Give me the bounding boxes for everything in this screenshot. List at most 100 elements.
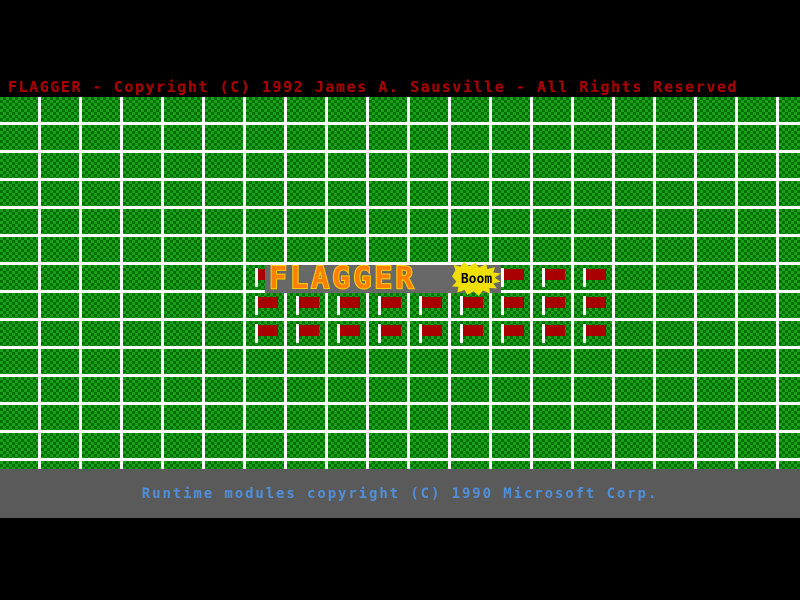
tile-covered[interactable] xyxy=(205,97,243,122)
tile-covered[interactable] xyxy=(451,349,489,374)
tile-covered[interactable] xyxy=(738,293,776,318)
tile-covered[interactable] xyxy=(779,433,800,458)
tile-covered[interactable] xyxy=(41,321,79,346)
tile-covered[interactable] xyxy=(779,349,800,374)
tile-covered[interactable] xyxy=(615,349,653,374)
tile-covered[interactable] xyxy=(738,181,776,206)
tile-covered[interactable] xyxy=(410,97,448,122)
tile-covered[interactable] xyxy=(164,237,202,262)
tile-covered[interactable] xyxy=(574,97,612,122)
tile-covered[interactable] xyxy=(697,153,735,178)
tile-covered[interactable] xyxy=(615,265,653,290)
tile-covered[interactable] xyxy=(164,97,202,122)
tile-flagged[interactable] xyxy=(492,293,530,318)
tile-covered[interactable] xyxy=(205,349,243,374)
tile-covered[interactable] xyxy=(287,377,325,402)
tile-covered[interactable] xyxy=(451,405,489,430)
tile-covered[interactable] xyxy=(492,153,530,178)
tile-covered[interactable] xyxy=(246,153,284,178)
tile-covered[interactable] xyxy=(123,349,161,374)
tile-covered[interactable] xyxy=(123,461,161,469)
tile-covered[interactable] xyxy=(533,181,571,206)
tile-covered[interactable] xyxy=(328,209,366,234)
tile-covered[interactable] xyxy=(615,433,653,458)
tile-covered[interactable] xyxy=(328,153,366,178)
tile-covered[interactable] xyxy=(0,461,38,469)
tile-covered[interactable] xyxy=(123,293,161,318)
tile-flagged[interactable] xyxy=(533,265,571,290)
tile-covered[interactable] xyxy=(164,433,202,458)
tile-covered[interactable] xyxy=(41,97,79,122)
tile-covered[interactable] xyxy=(369,377,407,402)
tile-covered[interactable] xyxy=(82,349,120,374)
tile-covered[interactable] xyxy=(533,209,571,234)
tile-covered[interactable] xyxy=(697,125,735,150)
tile-covered[interactable] xyxy=(246,405,284,430)
tile-covered[interactable] xyxy=(41,377,79,402)
tile-covered[interactable] xyxy=(738,97,776,122)
tile-covered[interactable] xyxy=(615,209,653,234)
tile-covered[interactable] xyxy=(123,97,161,122)
tile-covered[interactable] xyxy=(205,405,243,430)
tile-covered[interactable] xyxy=(369,125,407,150)
tile-covered[interactable] xyxy=(205,181,243,206)
tile-covered[interactable] xyxy=(164,209,202,234)
tile-covered[interactable] xyxy=(410,209,448,234)
tile-flagged[interactable] xyxy=(410,293,448,318)
tile-covered[interactable] xyxy=(533,461,571,469)
tile-covered[interactable] xyxy=(328,237,366,262)
tile-covered[interactable] xyxy=(0,209,38,234)
tile-covered[interactable] xyxy=(656,153,694,178)
tile-covered[interactable] xyxy=(164,153,202,178)
tile-covered[interactable] xyxy=(451,461,489,469)
tile-covered[interactable] xyxy=(164,321,202,346)
tile-covered[interactable] xyxy=(574,433,612,458)
tile-covered[interactable] xyxy=(205,293,243,318)
tile-covered[interactable] xyxy=(697,293,735,318)
tile-covered[interactable] xyxy=(410,433,448,458)
tile-covered[interactable] xyxy=(697,97,735,122)
tile-covered[interactable] xyxy=(0,293,38,318)
tile-covered[interactable] xyxy=(492,237,530,262)
tile-covered[interactable] xyxy=(492,181,530,206)
tile-covered[interactable] xyxy=(615,181,653,206)
tile-covered[interactable] xyxy=(123,209,161,234)
tile-covered[interactable] xyxy=(287,181,325,206)
tile-covered[interactable] xyxy=(697,405,735,430)
tile-covered[interactable] xyxy=(41,181,79,206)
tile-covered[interactable] xyxy=(369,433,407,458)
tile-covered[interactable] xyxy=(574,153,612,178)
tile-covered[interactable] xyxy=(451,125,489,150)
tile-covered[interactable] xyxy=(656,433,694,458)
tile-flagged[interactable] xyxy=(574,321,612,346)
tile-covered[interactable] xyxy=(82,181,120,206)
tile-covered[interactable] xyxy=(451,209,489,234)
tile-covered[interactable] xyxy=(738,265,776,290)
tile-covered[interactable] xyxy=(246,181,284,206)
tile-covered[interactable] xyxy=(533,153,571,178)
tile-flagged[interactable] xyxy=(451,321,489,346)
tile-covered[interactable] xyxy=(779,237,800,262)
tile-covered[interactable] xyxy=(164,293,202,318)
tile-covered[interactable] xyxy=(246,433,284,458)
tile-covered[interactable] xyxy=(779,265,800,290)
tile-flagged[interactable] xyxy=(369,321,407,346)
tile-covered[interactable] xyxy=(41,265,79,290)
tile-covered[interactable] xyxy=(205,237,243,262)
tile-covered[interactable] xyxy=(451,377,489,402)
tile-covered[interactable] xyxy=(0,321,38,346)
tile-covered[interactable] xyxy=(451,237,489,262)
tile-covered[interactable] xyxy=(369,349,407,374)
tile-covered[interactable] xyxy=(615,237,653,262)
tile-covered[interactable] xyxy=(287,97,325,122)
tile-covered[interactable] xyxy=(41,405,79,430)
tile-covered[interactable] xyxy=(410,377,448,402)
tile-covered[interactable] xyxy=(0,181,38,206)
tile-covered[interactable] xyxy=(738,237,776,262)
tile-covered[interactable] xyxy=(82,125,120,150)
tile-covered[interactable] xyxy=(615,461,653,469)
tile-covered[interactable] xyxy=(82,237,120,262)
tile-covered[interactable] xyxy=(697,377,735,402)
tile-covered[interactable] xyxy=(697,461,735,469)
tile-covered[interactable] xyxy=(656,461,694,469)
